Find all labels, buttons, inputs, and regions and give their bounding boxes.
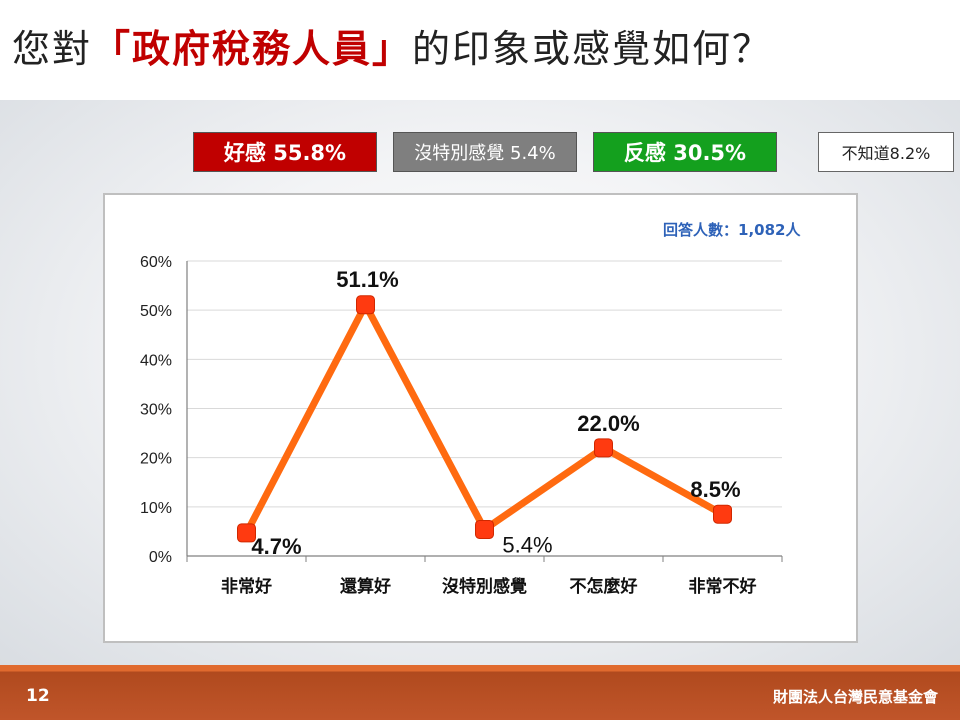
summary-neutral-badge: 沒特別感覺 5.4% [393,132,577,172]
title-prefix: 您對 [12,27,93,71]
y-tick-label: 0% [149,549,172,566]
data-point-marker [237,523,256,543]
summary-dont-know-badge: 不知道8.2% [818,132,954,172]
x-category-label: 不怎麼好 [570,576,638,597]
x-category-label: 還算好 [340,576,391,597]
data-label: 51.1% [336,267,398,292]
organization-name: 財團法人台灣民意基金會 [772,688,938,706]
footer-bar [0,665,960,720]
chart-axes: 0% 10% 20% 30% 40% 50% 60% [140,254,783,566]
data-label: 4.7% [251,534,301,559]
title-suffix: 的印象或感覺如何？ [412,27,773,71]
y-tick-label: 40% [140,352,172,369]
x-category-label: 非常好 [221,576,272,597]
chart-labels: 非常好 還算好 沒特別感覺 不怎麼好 非常不好 4.7% 51.1% 5.4% 22.0% 8.5… [221,267,757,597]
chart-series [237,295,732,543]
series-line [243,301,725,535]
y-tick-label: 60% [140,254,172,271]
chart-frame [103,193,858,643]
respondent-count: 回答人數：1,082人 [663,221,801,239]
summary-favorable-badge: 好感 55.8% [193,132,377,172]
page-number: 12 [26,686,50,706]
title-highlight: 「政府稅務人員」 [92,27,413,71]
summary-unfavorable-badge: 反感 30.5% [593,132,777,172]
y-tick-label: 30% [140,402,172,419]
data-point-marker [594,438,613,458]
data-point-marker [713,504,732,524]
x-category-label: 非常不好 [689,576,757,597]
data-label: 22.0% [577,411,639,436]
x-category-label: 沒特別感覺 [442,576,527,597]
data-point-marker [475,519,494,539]
slide-title: 您對「政府稅務人員」的印象或感覺如何？ [12,18,772,78]
data-label: 8.5% [690,477,740,502]
y-tick-label: 10% [140,500,172,517]
data-label: 5.4% [502,532,552,557]
data-point-marker [356,295,375,315]
y-tick-label: 50% [140,303,172,320]
y-tick-label: 20% [140,451,172,468]
